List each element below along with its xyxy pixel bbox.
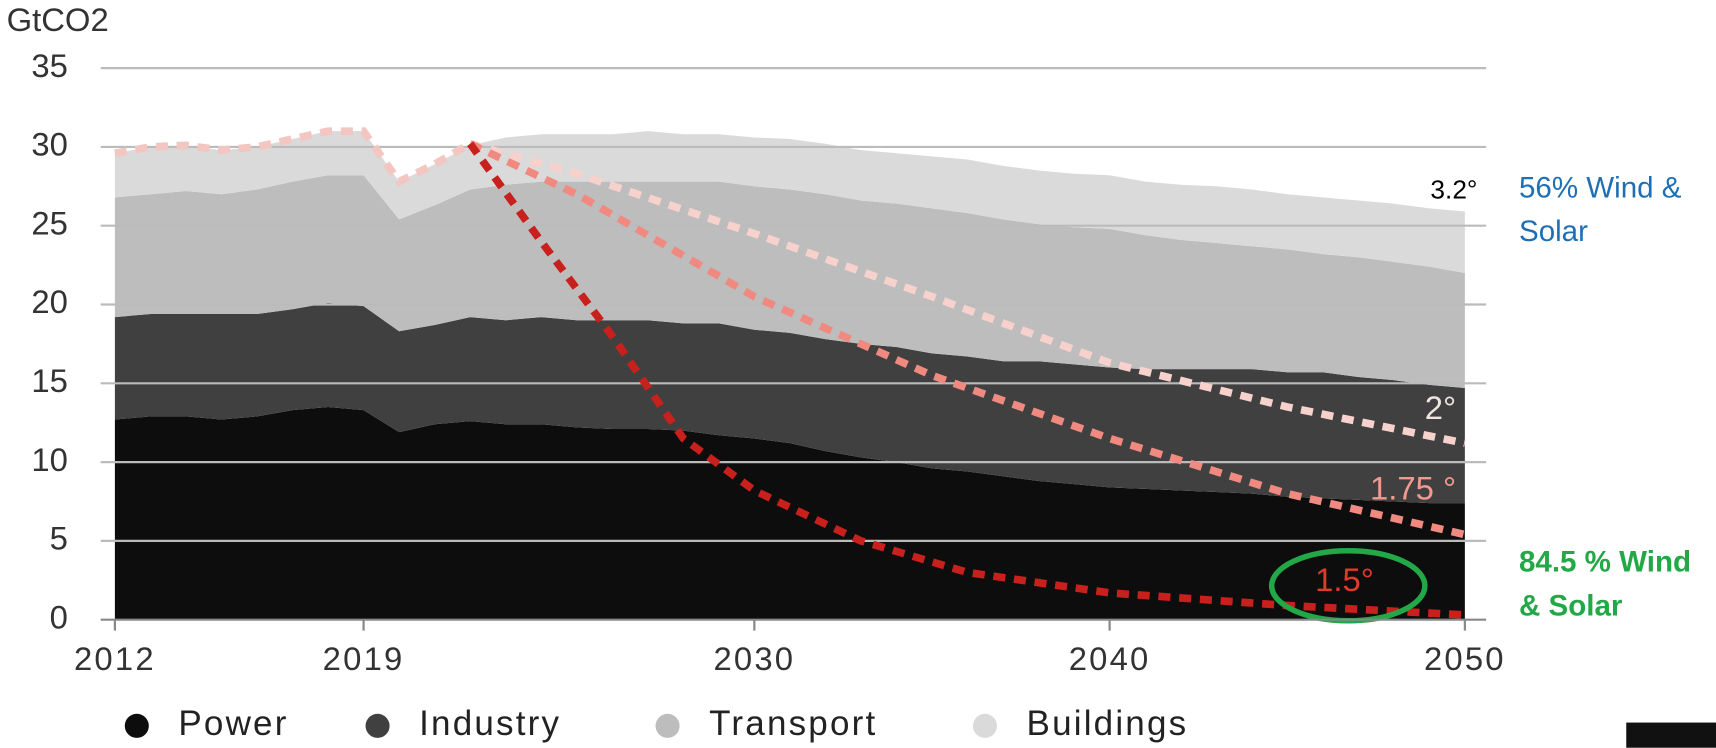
- scenario-label: 1.75 °: [1370, 469, 1456, 506]
- legend-label: Buildings: [1027, 704, 1189, 743]
- legend-label: Power: [178, 704, 288, 743]
- scenario-label: 2°: [1425, 389, 1456, 426]
- y-tick-label: 5: [50, 520, 68, 557]
- legend-marker: [365, 713, 390, 738]
- x-tick-label: 2019: [323, 640, 405, 677]
- y-axis-label: GtCO2: [7, 1, 109, 38]
- annotation: 3.2°: [1430, 175, 1477, 205]
- annotation: & Solar: [1519, 589, 1623, 622]
- area: [114, 131, 1465, 273]
- legend-marker: [124, 713, 149, 738]
- y-tick-label: 0: [50, 598, 68, 635]
- scenario-line: [469, 140, 1466, 447]
- x-tick-label: 2040: [1069, 640, 1151, 677]
- scenario-label: 1.5°: [1315, 561, 1374, 598]
- y-tick-label: 10: [31, 441, 68, 478]
- area: [114, 302, 1465, 504]
- x-tick-label: 2030: [713, 640, 795, 677]
- x-tick-label: 2050: [1424, 640, 1506, 677]
- area: [114, 175, 1465, 389]
- annotation: Solar: [1519, 215, 1588, 248]
- y-tick-label: 35: [31, 47, 68, 84]
- legend-label: Transport: [709, 704, 877, 743]
- x-tick-label: 2012: [74, 640, 156, 677]
- y-tick-label: 30: [31, 126, 68, 163]
- y-tick-label: 25: [31, 204, 68, 241]
- area: [114, 406, 1465, 620]
- annotation: 84.5 % Wind: [1519, 546, 1691, 579]
- y-tick-label: 20: [31, 283, 68, 320]
- logo: [1626, 722, 1716, 748]
- legend-marker: [972, 713, 997, 738]
- y-tick-label: 15: [31, 362, 68, 399]
- scenario-line: [467, 141, 1466, 619]
- legend-marker: [655, 713, 680, 738]
- legend-label: Industry: [419, 704, 561, 743]
- annotation: 56% Wind &: [1519, 171, 1682, 204]
